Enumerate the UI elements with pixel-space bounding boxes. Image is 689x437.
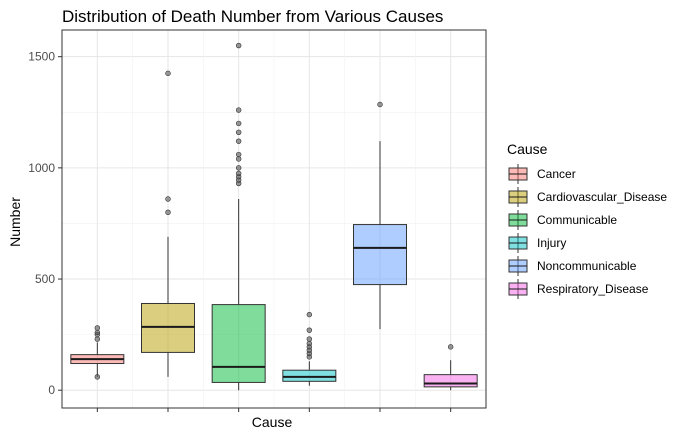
legend-item-cancer: Cancer <box>508 164 576 184</box>
outlier-point <box>94 329 101 336</box>
y-tick-label: 0 <box>48 383 55 397</box>
outlier-point <box>306 327 313 333</box>
y-tick-label: 500 <box>35 272 55 286</box>
legend-label: Cancer <box>537 167 576 181</box>
y-axis-title: Number <box>7 197 23 247</box>
y-tick-label: 1500 <box>28 50 55 64</box>
outlier-point <box>235 156 242 162</box>
outlier-point <box>306 336 313 342</box>
plot-border <box>61 29 487 409</box>
outlier-point <box>306 311 313 318</box>
legend-item-communicable: Communicable <box>508 210 617 230</box>
outlier-point <box>94 374 101 380</box>
legend-label: Respiratory_Disease <box>537 282 649 296</box>
outlier-point <box>165 70 171 77</box>
box-iqr <box>282 369 337 382</box>
legend-label: Cardiovascular_Disease <box>537 190 667 204</box>
box-respiratory-disease <box>423 344 478 391</box>
outlier-point <box>94 325 101 331</box>
chart-title: Distribution of Death Number from Variou… <box>62 7 443 26</box>
outlier-point <box>235 138 242 144</box>
outlier-point <box>235 151 242 158</box>
outlier-point <box>377 101 383 108</box>
outlier-point <box>235 107 242 113</box>
legend-label: Noncommunicable <box>537 259 637 273</box>
outlier-point <box>235 165 242 171</box>
y-tick-label: 1000 <box>28 161 55 175</box>
box-iqr <box>141 302 195 353</box>
outlier-point <box>306 340 313 347</box>
box-iqr <box>423 374 478 388</box>
legend-label: Injury <box>537 236 566 250</box>
box-cancer <box>70 325 125 380</box>
box-injury <box>282 311 337 386</box>
outlier-point <box>235 42 242 49</box>
box-cardiovascular-disease <box>141 70 195 377</box>
box-iqr <box>211 304 266 383</box>
legend: Cause Cancer Cardiovascular_Disease Commun… <box>507 141 667 299</box>
legend-item-injury: Injury <box>508 233 566 253</box>
axes: 0 500 1000 1500 <box>28 50 452 412</box>
legend-title: Cause <box>507 141 548 157</box>
legend-label: Communicable <box>537 213 617 227</box>
outlier-point <box>235 129 242 135</box>
legend-item-cardiovascular-disease: Cardiovascular_Disease <box>508 187 667 207</box>
outlier-point <box>235 170 242 177</box>
legend-item-respiratory-disease: Respiratory_Disease <box>508 279 649 299</box>
box-communicable <box>211 42 266 391</box>
legend-item-noncommunicable: Noncommunicable <box>508 256 637 276</box>
outlier-point <box>165 196 171 202</box>
outlier-point <box>235 120 242 127</box>
box-noncommunicable <box>353 101 407 330</box>
x-axis-title: Cause <box>252 414 293 430</box>
outlier-point <box>165 209 171 216</box>
outlier-point <box>94 336 101 342</box>
box-layer <box>70 42 478 391</box>
outlier-point <box>447 344 454 350</box>
box-iqr <box>353 224 407 286</box>
